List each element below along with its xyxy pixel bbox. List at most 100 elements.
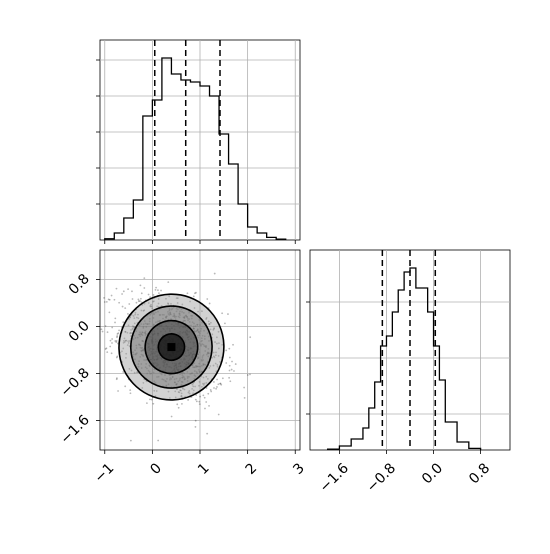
joint-point bbox=[191, 387, 194, 390]
joint-point bbox=[111, 342, 113, 344]
marginal-y-bar bbox=[351, 439, 363, 450]
joint-point bbox=[109, 345, 112, 348]
joint-point bbox=[116, 336, 118, 339]
joint-point bbox=[187, 391, 190, 394]
joint-point bbox=[116, 377, 118, 380]
joint-point bbox=[188, 390, 191, 392]
joint-point bbox=[203, 396, 206, 399]
joint-point bbox=[195, 291, 197, 294]
joint-point bbox=[116, 333, 119, 335]
joint-point bbox=[143, 277, 146, 280]
joint-xtick-label: 0 bbox=[147, 460, 165, 478]
joint-point bbox=[230, 368, 233, 371]
joint-point bbox=[130, 328, 132, 331]
joint-point bbox=[141, 387, 144, 389]
joint-point bbox=[129, 331, 132, 334]
joint-body bbox=[89, 272, 252, 442]
marginal-y-xtick-label: −0.8 bbox=[364, 460, 399, 495]
joint-point bbox=[228, 364, 231, 367]
joint-point bbox=[127, 342, 130, 344]
joint-point bbox=[174, 390, 177, 393]
joint-point bbox=[243, 396, 246, 399]
joint-point bbox=[89, 315, 91, 317]
joint-point bbox=[221, 343, 224, 346]
joint-point bbox=[137, 313, 139, 316]
marginal-y-bar bbox=[381, 346, 387, 450]
joint-point bbox=[116, 335, 119, 337]
joint-point bbox=[134, 311, 137, 314]
marginal-x-bar bbox=[257, 233, 267, 240]
joint-point bbox=[175, 297, 178, 299]
joint-point bbox=[192, 382, 195, 385]
joint-point bbox=[208, 366, 211, 369]
joint-point bbox=[195, 400, 198, 403]
joint-point bbox=[127, 340, 130, 343]
joint-point bbox=[152, 402, 155, 405]
joint-point bbox=[189, 300, 191, 303]
joint-point bbox=[137, 317, 140, 320]
joint-point bbox=[194, 385, 196, 388]
joint-point bbox=[125, 339, 127, 342]
joint-point bbox=[108, 311, 111, 314]
joint-point bbox=[139, 284, 142, 287]
joint-point bbox=[198, 380, 201, 383]
joint-point bbox=[129, 332, 131, 335]
marginal-x-bar bbox=[133, 200, 143, 240]
joint-point bbox=[147, 293, 150, 296]
joint-point bbox=[205, 401, 208, 403]
joint-point bbox=[180, 395, 183, 397]
joint-point bbox=[201, 310, 203, 313]
joint-point bbox=[139, 297, 142, 300]
joint-point bbox=[198, 384, 200, 387]
joint-point bbox=[180, 392, 183, 395]
joint-point bbox=[121, 350, 123, 353]
joint-point bbox=[246, 374, 249, 376]
joint-point bbox=[122, 347, 125, 350]
joint-point bbox=[135, 316, 138, 319]
joint-point bbox=[124, 307, 127, 309]
joint-point bbox=[215, 336, 218, 339]
marginal-y-xtick-label: −1.6 bbox=[317, 460, 352, 495]
joint-point bbox=[155, 390, 158, 392]
joint-point bbox=[193, 307, 196, 309]
joint-point bbox=[142, 381, 145, 384]
joint-point bbox=[214, 354, 217, 357]
joint-point bbox=[131, 290, 133, 293]
marginal-y-bar bbox=[428, 312, 434, 450]
joint-point bbox=[117, 390, 119, 392]
joint-point bbox=[104, 325, 107, 327]
joint-point bbox=[140, 292, 143, 295]
joint-point bbox=[200, 385, 203, 388]
joint-point bbox=[132, 325, 135, 328]
joint-point bbox=[209, 321, 212, 324]
joint-point bbox=[216, 365, 219, 368]
joint-point bbox=[191, 383, 194, 386]
marginal-y-bar bbox=[410, 268, 416, 450]
joint-point bbox=[122, 321, 125, 324]
joint-point bbox=[202, 383, 205, 386]
joint-point bbox=[208, 323, 211, 325]
joint-point bbox=[209, 365, 212, 367]
marginal-y-bar bbox=[422, 288, 428, 450]
joint-point bbox=[106, 331, 109, 334]
joint-point bbox=[128, 367, 131, 370]
joint-point bbox=[149, 305, 152, 307]
joint-point bbox=[115, 341, 118, 343]
joint-point bbox=[192, 385, 195, 388]
joint-point bbox=[205, 381, 208, 384]
joint-point bbox=[133, 371, 136, 374]
joint-point bbox=[122, 371, 125, 373]
joint-point bbox=[214, 362, 217, 365]
joint-point bbox=[213, 327, 215, 329]
joint-point bbox=[104, 348, 107, 350]
marginal-x-bar bbox=[152, 100, 162, 240]
joint-contour-line bbox=[144, 319, 199, 375]
joint-point bbox=[153, 300, 155, 303]
marginal-y-bar bbox=[434, 346, 440, 450]
joint-point bbox=[212, 355, 215, 358]
joint-point bbox=[126, 331, 129, 334]
joint-point bbox=[129, 392, 132, 395]
joint-point bbox=[101, 330, 104, 333]
joint-point bbox=[158, 292, 160, 294]
